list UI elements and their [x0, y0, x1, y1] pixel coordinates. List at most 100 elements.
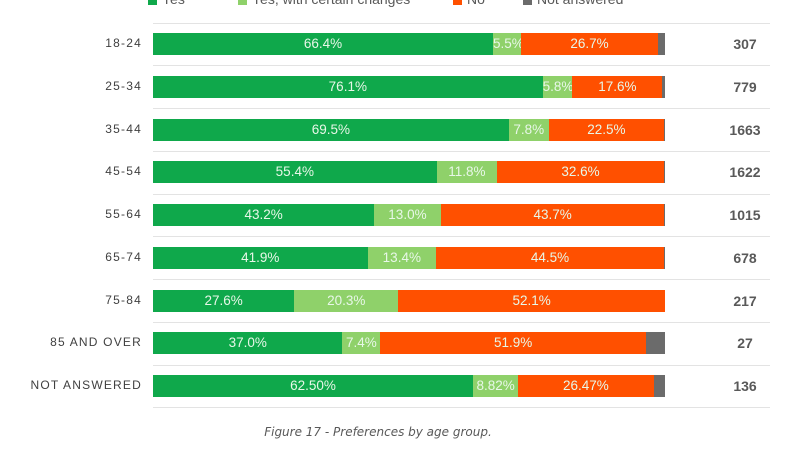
- data-label: 32.6%: [561, 164, 600, 180]
- legend-swatch: [453, 0, 462, 5]
- legend-item: Yes, with certain changes: [238, 0, 410, 7]
- bar-segment: 69.5%: [153, 118, 509, 141]
- data-label: 37.0%: [228, 335, 267, 351]
- count-label: 779: [733, 78, 757, 95]
- bar-segment: 51.9%: [380, 332, 647, 355]
- bar-segment: 37.0%: [153, 332, 343, 355]
- data-label: 7.4%: [345, 335, 377, 351]
- legend-item: No: [453, 0, 485, 7]
- bar-segment: [663, 118, 665, 141]
- data-label: 26.7%: [570, 36, 609, 51]
- data-label: 41.9%: [241, 249, 280, 265]
- bar-segment: 32.6%: [497, 161, 664, 184]
- bar-segment: 55.4%: [153, 161, 437, 184]
- gridline: [153, 150, 770, 152]
- bar-segment: 44.5%: [436, 246, 664, 269]
- bar-segment: 43.7%: [440, 204, 665, 226]
- data-label: 8.82%: [476, 378, 515, 393]
- legend-label: No: [467, 0, 485, 7]
- bar-segment: 5.5%: [492, 33, 524, 55]
- category-label: 45-54: [105, 164, 142, 179]
- stacked-bar-chart: 18-24 307 66.4% 5.5% 26.7% 25-34 779 76.1% 5.8% 1…: [30, 22, 770, 409]
- category-label: 18-24: [105, 36, 142, 50]
- bar-segment: 52.1%: [398, 289, 665, 312]
- bar-segment: 11.8%: [436, 161, 498, 184]
- data-label: 76.1%: [328, 78, 367, 94]
- figure-caption: Figure 17 - Preferences by age group.: [264, 425, 492, 439]
- bar-segment: 27.6%: [153, 289, 295, 312]
- category-label: NOT ANSWERED: [30, 378, 142, 392]
- data-label: 22.5%: [587, 121, 626, 137]
- data-label: 66.4%: [303, 36, 343, 51]
- count-label: 1663: [729, 121, 761, 138]
- bar-segment: 7.8%: [508, 118, 549, 141]
- count-label: 678: [733, 249, 757, 266]
- bar-segment: [657, 33, 665, 55]
- bar-segment: 41.9%: [153, 246, 368, 269]
- bar-segment: 17.6%: [572, 75, 663, 98]
- bar-segment: 20.3%: [294, 289, 399, 312]
- bar-segment: 13.4%: [367, 246, 437, 269]
- bar-segment: [663, 161, 665, 184]
- bar-segment: [646, 332, 665, 355]
- data-label: 13.0%: [388, 207, 427, 222]
- legend-swatch: [148, 0, 157, 5]
- count-label: 1015: [729, 207, 761, 223]
- data-label: 52.1%: [512, 292, 551, 308]
- bar-segment: 22.5%: [548, 118, 664, 141]
- data-label: 11.8%: [448, 164, 486, 180]
- gridline: [153, 279, 770, 281]
- data-label: 5.8%: [542, 78, 574, 94]
- bar-segment: 43.2%: [153, 204, 375, 226]
- category-label: 65-74: [105, 249, 142, 264]
- category-label: 55-64: [105, 207, 142, 221]
- bar-segment: 62.50%: [153, 375, 473, 397]
- bar-segment: 13.0%: [374, 204, 441, 226]
- legend-swatch: [523, 0, 532, 5]
- bar-segment: 8.82%: [473, 375, 519, 397]
- legend-swatch: [238, 0, 247, 5]
- bar-segment: [662, 75, 665, 98]
- data-label: 55.4%: [275, 164, 314, 180]
- gridline: [153, 193, 770, 195]
- gridline: [153, 65, 770, 67]
- data-label: 5.5%: [492, 36, 524, 51]
- category-label: 75-84: [105, 292, 142, 307]
- count-label: 1622: [729, 164, 761, 181]
- data-label: 20.3%: [327, 292, 366, 308]
- gridline: [153, 364, 770, 366]
- data-label: 43.7%: [533, 207, 572, 222]
- data-label: 27.6%: [204, 292, 243, 308]
- count-label: 307: [733, 36, 757, 52]
- count-label: 27: [737, 335, 753, 352]
- data-label: 62.50%: [290, 378, 336, 393]
- data-label: 7.8%: [513, 121, 545, 137]
- data-label: 13.4%: [382, 249, 421, 265]
- legend-item: Yes: [148, 0, 185, 7]
- gridline: [153, 236, 770, 238]
- legend-label: Yes, with certain changes: [252, 0, 410, 7]
- gridline: [153, 407, 770, 409]
- bar-segment: 5.8%: [542, 75, 574, 98]
- data-label: 44.5%: [530, 249, 570, 265]
- bar-segment: 76.1%: [153, 75, 543, 98]
- legend-item: Not answered: [523, 0, 623, 7]
- category-label: 25-34: [105, 78, 142, 93]
- data-label: 69.5%: [311, 121, 351, 137]
- bar-segment: 66.4%: [153, 33, 493, 55]
- bar-segment: 7.4%: [342, 332, 381, 355]
- gridline: [153, 321, 770, 323]
- gridline: [153, 108, 770, 110]
- count-label: 217: [733, 292, 757, 309]
- gridline: [153, 22, 770, 24]
- bar-segment: [663, 246, 665, 269]
- data-label: 51.9%: [494, 335, 533, 351]
- bar-segment: [664, 204, 665, 226]
- bar-segment: 26.47%: [518, 375, 654, 397]
- category-label: 85 AND OVER: [50, 335, 142, 350]
- bar-segment: [653, 375, 665, 397]
- data-label: 17.6%: [598, 78, 637, 94]
- data-label: 43.2%: [244, 207, 283, 222]
- count-label: 136: [733, 378, 757, 394]
- data-label: 26.47%: [563, 378, 609, 393]
